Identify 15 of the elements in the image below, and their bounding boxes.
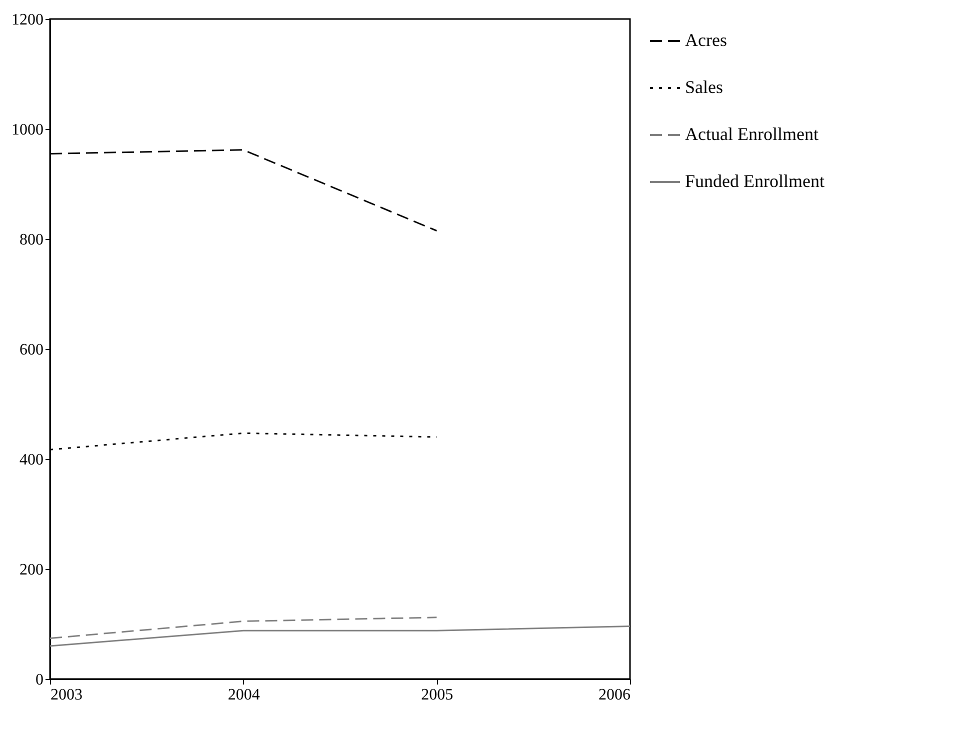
y-tick-label: 1200 xyxy=(12,12,44,28)
legend-label: Actual Enrollment xyxy=(685,124,818,144)
x-tick-label: 2003 xyxy=(50,686,82,704)
legend-label: Sales xyxy=(685,77,723,97)
legend-label: Acres xyxy=(685,30,727,50)
x-tick-label: 2005 xyxy=(421,686,454,704)
x-tick-label: 2006 xyxy=(598,686,630,704)
y-tick-label: 800 xyxy=(20,232,44,248)
y-tick-label: 600 xyxy=(20,342,44,358)
legend-label: Funded Enrollment xyxy=(685,171,824,191)
x-tick-label: 2004 xyxy=(228,686,260,704)
y-tick-label: 400 xyxy=(20,452,44,468)
y-tick-label: 1000 xyxy=(12,122,44,138)
y-tick-label: 200 xyxy=(20,562,44,578)
y-tick-label: 0 xyxy=(36,672,44,688)
